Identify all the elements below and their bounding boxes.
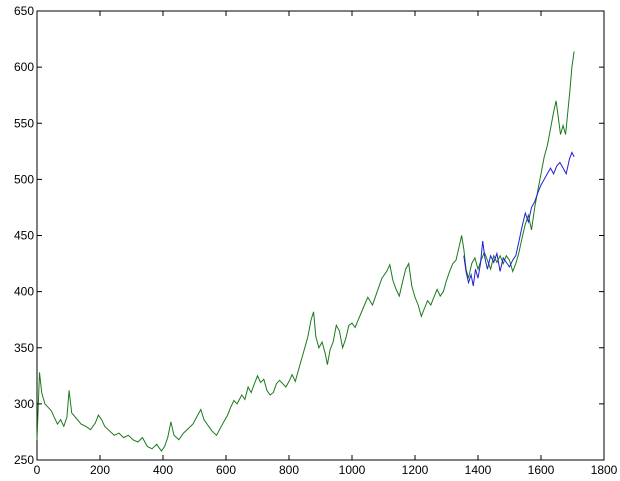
x-tick-label: 800 <box>279 463 299 477</box>
y-tick-label: 500 <box>14 172 34 186</box>
y-tick-label: 350 <box>14 341 34 355</box>
x-tick-label: 1000 <box>339 463 366 477</box>
x-tick-label: 1800 <box>591 463 618 477</box>
y-tick-label: 400 <box>14 285 34 299</box>
x-tick-label: 1600 <box>528 463 555 477</box>
y-tick-label: 550 <box>14 116 34 130</box>
x-tick-label: 1200 <box>402 463 429 477</box>
series-line-1 <box>36 51 575 452</box>
y-tick-label: 450 <box>14 229 34 243</box>
x-tick-label: 600 <box>216 463 236 477</box>
y-tick-label: 250 <box>14 453 34 467</box>
y-tick-label: 300 <box>14 397 34 411</box>
plot-frame <box>36 10 605 461</box>
y-tick-label: 650 <box>14 4 34 18</box>
x-tick-label: 0 <box>34 463 41 477</box>
series-line-2 <box>463 151 575 287</box>
series-layer <box>36 51 575 452</box>
x-tick-label: 200 <box>90 463 110 477</box>
y-tick-label: 600 <box>14 60 34 74</box>
x-tick-label: 400 <box>153 463 173 477</box>
x-tick-label: 1400 <box>465 463 492 477</box>
tick-layer: 0 200 400 600 800 1000 1200 1400 1600 1800 250 300 3… <box>14 4 618 477</box>
